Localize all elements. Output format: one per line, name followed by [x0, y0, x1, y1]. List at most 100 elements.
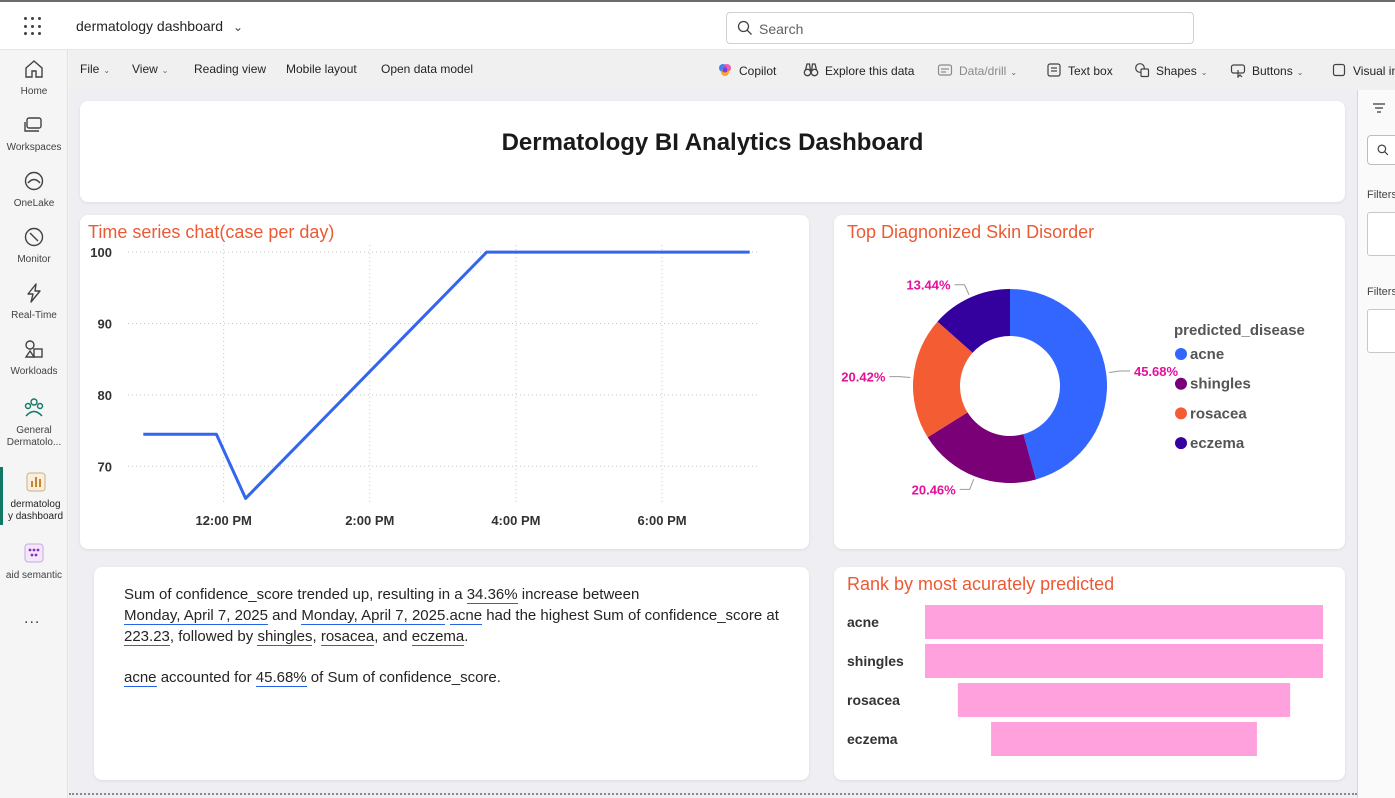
rank-card[interactable]: Rank by most acurately predicted acne shi… — [834, 567, 1345, 780]
leader-line — [954, 284, 970, 295]
shapes-menu[interactable]: Shapes ⌄ — [1134, 62, 1207, 78]
narrative-value[interactable]: 34.36% — [466, 586, 518, 604]
funnel-chart[interactable]: acne shingles rosacea eczema — [834, 567, 1345, 780]
nav-item-general-dermatology[interactable]: General Dermatolo... — [0, 397, 68, 449]
legend-marker — [1175, 377, 1187, 390]
y-tick-label: 80 — [98, 388, 112, 403]
nav-item-monitor[interactable]: Monitor — [0, 226, 68, 266]
x-tick-label: 4:00 PM — [491, 513, 540, 528]
reading-view-button[interactable]: Reading view — [194, 62, 267, 76]
donut-slice-eczema[interactable] — [937, 289, 1010, 353]
title-card[interactable]: Dermatology BI Analytics Dashboard — [80, 101, 1345, 202]
nav-item-workloads[interactable]: Workloads — [0, 338, 68, 378]
onelake-icon — [24, 171, 44, 191]
data-label: 45.68% — [1134, 364, 1179, 379]
text-box-button[interactable]: Text box — [1046, 62, 1113, 78]
nav-label: General — [16, 425, 52, 436]
narrative-value[interactable]: Monday, April 7, 2025 — [124, 607, 268, 625]
nav-label: Home — [20, 86, 48, 97]
narrative-value[interactable]: rosacea — [320, 628, 375, 646]
category-label: rosacea — [847, 692, 900, 708]
line-chart[interactable]: 70 80 90 100 12:00 PM 2:00 PM 4:00 PM 6:00 PM — [80, 215, 809, 549]
real-time-icon — [27, 283, 41, 303]
funnel-bar-shingles[interactable] — [925, 644, 1323, 678]
view-menu[interactable]: View ⌄ — [132, 62, 169, 76]
more-options-icon[interactable]: ... — [24, 610, 41, 627]
narrative-value[interactable]: 223.23 — [124, 628, 170, 646]
narrative-value[interactable]: eczema — [411, 628, 465, 646]
shapes-label: Shapes — [1156, 64, 1197, 78]
chevron-down-icon: ⌄ — [103, 66, 111, 75]
funnel-bar-rosacea[interactable] — [957, 683, 1291, 717]
nav-item-real-time[interactable]: Real-Time — [0, 282, 68, 322]
chevron-down-icon[interactable]: ⌄ — [233, 20, 244, 34]
data-drill-label: Data/drill — [959, 64, 1007, 78]
text-box-label: Text box — [1068, 64, 1113, 78]
explore-data-button[interactable]: Explore this data — [803, 62, 914, 78]
nav-item-dermatology-dashboard[interactable]: dermatolog y dashboard — [0, 467, 68, 525]
nav-item-workspaces[interactable]: Workspaces — [0, 114, 68, 154]
donut-slice-rosacea[interactable] — [913, 321, 973, 438]
open-data-model-button[interactable]: Open data model — [381, 62, 474, 76]
search-icon — [737, 20, 752, 35]
report-title[interactable]: dermatology dashboard — [76, 18, 224, 34]
filter-well[interactable] — [1367, 212, 1395, 256]
time-series-card[interactable]: Time series chat(case per day) 70 80 90 100… — [80, 215, 809, 549]
nav-item-aid-semantic[interactable]: aid semantic — [0, 542, 68, 582]
narrative-text: accounted for — [156, 669, 256, 686]
funnel-bar-eczema[interactable] — [991, 722, 1257, 756]
smart-narrative-card[interactable]: Sum of confidence_score trended up, resu… — [94, 567, 809, 780]
series-line[interactable] — [143, 250, 750, 500]
category-label: eczema — [847, 731, 898, 747]
legend-label[interactable]: acne — [1190, 346, 1224, 363]
nav-item-home[interactable]: Home — [0, 58, 68, 98]
mobile-layout-button[interactable]: Mobile layout — [286, 62, 357, 76]
narrative-value[interactable]: 45.68% — [255, 669, 307, 687]
narrative-text: and — [267, 607, 302, 624]
donut-title: Top Diagnonized Skin Disorder — [847, 222, 1095, 242]
copilot-button[interactable]: Copilot — [717, 62, 776, 78]
narrative-text: . — [445, 607, 450, 624]
left-navigation: Home Workspaces OneLake Monitor Real-Tim… — [0, 50, 68, 798]
y-tick-label: 100 — [90, 245, 112, 260]
nav-label: y dashboard — [7, 511, 64, 522]
funnel-bar-acne[interactable] — [925, 605, 1323, 639]
text-box-icon — [1047, 63, 1061, 77]
filter-search-input[interactable] — [1367, 135, 1395, 165]
donut-slice-acne[interactable] — [1010, 289, 1107, 480]
nav-label: Workspaces — [6, 142, 62, 153]
nav-label: Monitor — [17, 254, 51, 265]
legend-label[interactable]: eczema — [1190, 435, 1245, 452]
narrative-value[interactable]: shingles — [257, 628, 313, 646]
filter-well[interactable] — [1367, 309, 1395, 353]
filter-icon[interactable] — [1372, 102, 1386, 114]
legend-label[interactable]: rosacea — [1190, 405, 1247, 422]
filters-label: Filters — [1367, 286, 1395, 298]
copilot-label: Copilot — [739, 64, 777, 78]
buttons-menu[interactable]: Buttons ⌄ — [1230, 62, 1303, 78]
dashboard-title: Dermatology BI Analytics Dashboard — [501, 129, 924, 156]
app-launcher-icon[interactable] — [24, 17, 44, 37]
file-menu[interactable]: File ⌄ — [80, 62, 110, 76]
narrative-value[interactable]: Monday, April 7, 2025 — [301, 607, 446, 625]
donut-slice-shingles[interactable] — [927, 412, 1037, 483]
search-input[interactable] — [759, 19, 1179, 39]
filters-label: Filters — [1367, 189, 1395, 201]
narrative-text: Sum of confidence_score trended up, resu… — [124, 586, 467, 603]
donut-chart[interactable]: 45.68% 20.46% 20.42% 13.44% predicted_diseas… — [834, 215, 1345, 549]
button-icon — [1230, 64, 1246, 78]
search-box[interactable] — [726, 12, 1194, 44]
donut-card[interactable]: Top Diagnonized Skin Disorder 45.68% 20.4… — [834, 215, 1345, 549]
chevron-down-icon: ⌄ — [161, 66, 169, 75]
narrative-value[interactable]: acne — [449, 607, 483, 625]
page-boundary — [69, 793, 1357, 795]
view-label: View — [132, 62, 158, 76]
buttons-label: Buttons — [1252, 64, 1293, 78]
nav-item-onelake[interactable]: OneLake — [0, 170, 68, 210]
narrative-value[interactable]: acne — [124, 669, 157, 687]
time-series-title: Time series chat(case per day) — [88, 222, 335, 242]
data-drill-menu[interactable]: Data/drill ⌄ — [937, 62, 1017, 78]
legend-label[interactable]: shingles — [1190, 376, 1251, 393]
rank-title: Rank by most acurately predicted — [847, 574, 1115, 594]
visual-button[interactable]: Visual in — [1331, 62, 1395, 78]
